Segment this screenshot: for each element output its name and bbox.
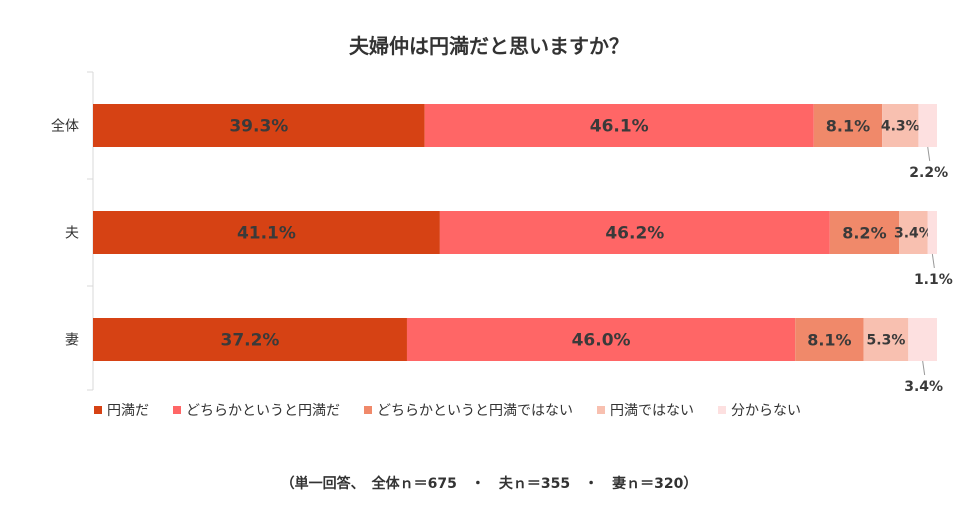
data-label: 8.1%: [807, 330, 851, 349]
leader-line: [927, 146, 931, 162]
legend-label: 円満ではない: [610, 403, 694, 419]
legend-label: どちらかというと円満だ: [186, 403, 340, 419]
bar-segment: [439, 211, 830, 254]
legend-swatch: [173, 406, 181, 414]
data-label: 46.1%: [590, 117, 649, 137]
bar-segment: [406, 318, 796, 361]
data-label: 3.4%: [894, 226, 933, 242]
category-label: 夫: [65, 226, 79, 242]
legend-label: 分からない: [731, 403, 801, 419]
category-label: 全体: [51, 118, 79, 135]
bar-segment: [863, 318, 909, 361]
data-label: 46.2%: [605, 224, 664, 244]
bar-segment: [918, 104, 937, 147]
legend-item: 分からない: [718, 400, 801, 420]
legend-swatch: [364, 406, 372, 414]
legend-item: どちらかというと円満ではない: [364, 400, 573, 420]
data-label: 8.2%: [842, 223, 886, 242]
legend-item: どちらかというと円満だ: [173, 400, 340, 420]
leader-line: [922, 360, 926, 376]
bar-segment: [813, 104, 883, 147]
legend-label: どちらかというと円満ではない: [377, 403, 573, 419]
stacked-bar-chart: 全体 39.3% 46.1% 8.1% 4.3% 2.2% 夫 41.1% 46.2% 8.2% 3…: [51, 71, 953, 395]
bar-segment: [424, 104, 814, 147]
data-label: 2.2%: [909, 165, 948, 181]
bar-segment: [899, 211, 928, 254]
bar-segment: [93, 104, 425, 147]
data-label: 37.2%: [220, 331, 279, 351]
chart-title: 夫婦仲は円満だと思いますか？: [349, 34, 629, 58]
bar-segment: [795, 318, 864, 361]
legend-swatch: [718, 406, 726, 414]
bar-segment: [882, 104, 919, 147]
data-label: 8.1%: [826, 116, 870, 135]
legend: 円満だ どちらかというと円満だ どちらかというと円満ではない 円満ではない 分からない: [94, 400, 825, 420]
data-label: 1.1%: [914, 272, 953, 288]
footnote: （単一回答、 全体ｎ＝675 ・ 夫ｎ＝355 ・ 妻ｎ＝320）: [280, 476, 698, 492]
category-label: 妻: [65, 333, 79, 349]
bar-segment: [829, 211, 900, 254]
legend-item: 円満ではない: [597, 400, 694, 420]
legend-label: 円満だ: [107, 403, 149, 419]
data-label: 3.4%: [904, 379, 943, 395]
bar-segment: [93, 211, 440, 254]
data-label: 39.3%: [229, 117, 288, 137]
legend-item: 円満だ: [94, 400, 149, 420]
data-label: 41.1%: [237, 224, 296, 244]
legend-swatch: [597, 406, 605, 414]
leader-line: [931, 253, 935, 269]
bar-segment: [908, 318, 937, 361]
legend-swatch: [94, 406, 102, 414]
bar-segment: [927, 211, 937, 254]
bar-segment: [93, 318, 407, 361]
data-label: 4.3%: [881, 119, 920, 135]
data-label: 5.3%: [867, 333, 906, 349]
data-label: 46.0%: [572, 331, 631, 351]
